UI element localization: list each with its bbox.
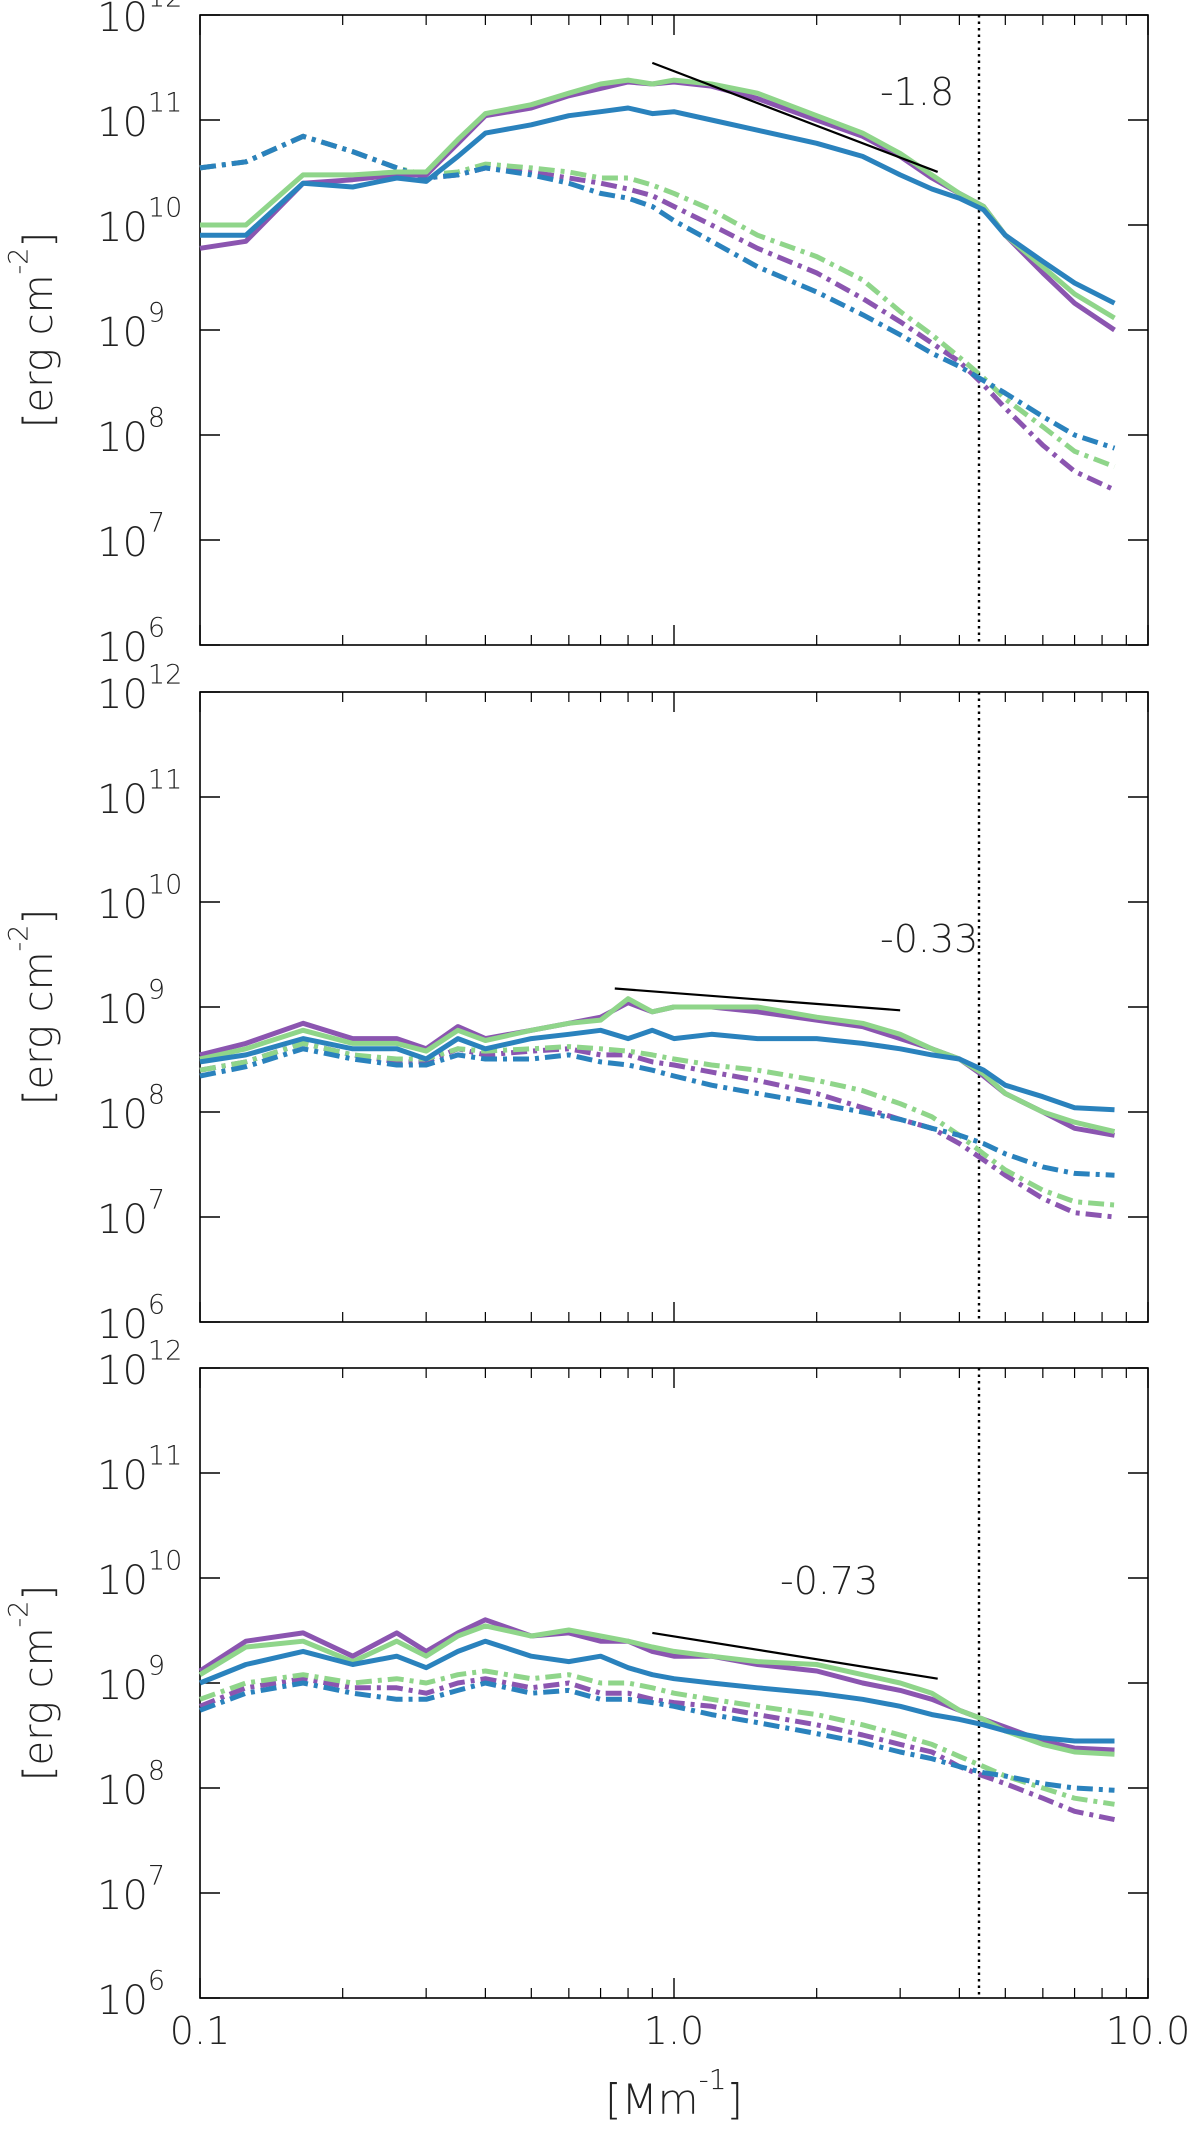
y-tick-label: 1011 (97, 765, 182, 823)
panel-middle: 1012 1011 1010 109 108 107 106 -0.33 [erg cm-2] (4, 660, 1149, 1348)
fit-line (652, 1631, 938, 1680)
y-tick-label: 1011 (97, 88, 182, 146)
y-tick-label: 1012 (97, 660, 182, 718)
y-tick-label: 1012 (97, 0, 182, 41)
y-tick-label: 109 (97, 298, 165, 356)
y-tick-label: 1012 (97, 1336, 182, 1394)
x-tick-label: 0.1 (170, 2009, 230, 2053)
series-line-blue-solid (199, 1638, 1115, 1744)
y-tick-label: 1010 (97, 870, 182, 928)
series-line-blue-dashdot (199, 1680, 1115, 1793)
x-tick-label: 10.0 (1106, 2009, 1191, 2053)
series-line-blue-dashdot (199, 133, 1116, 451)
y-tick-label: 106 (97, 613, 165, 671)
x-axis-title: [Mm-1] (605, 2063, 743, 2124)
series-line-green-dashdot (199, 1668, 1115, 1807)
y-tick-label: 109 (97, 975, 165, 1033)
y-axis-title: [erg cm-2] (4, 232, 62, 428)
slope-label: -0.33 (880, 917, 978, 961)
slope-label: -1.8 (880, 70, 954, 114)
y-tick-label: 107 (97, 1185, 165, 1243)
series-line-green-solid (199, 996, 1116, 1135)
x-axis-labels: 0.1 1.0 10.0 [Mm-1] (170, 2009, 1191, 2124)
fit-line (651, 61, 939, 173)
y-tick-label: 109 (97, 1651, 165, 1709)
y-tick-label: 108 (97, 1756, 165, 1814)
y-tick-label: 1011 (97, 1441, 182, 1499)
y-tick-label: 108 (97, 1080, 165, 1138)
series-line-green-dashdot (199, 1040, 1115, 1208)
y-axis-title: [erg cm-2] (4, 1585, 62, 1781)
slope-label: -0.73 (780, 1559, 878, 1603)
series-line-purple-dashdot (199, 1040, 1115, 1220)
series-line-purple-dashdot (199, 1676, 1116, 1823)
series-line-green-solid (200, 77, 1116, 321)
x-tick-label: 1.0 (644, 2009, 704, 2053)
series-line-blue-solid (199, 1027, 1115, 1113)
fit-line (614, 987, 901, 1012)
series-line-blue-dashdot (199, 1046, 1115, 1178)
series-line-green-solid (198, 1623, 1115, 1757)
y-tick-label: 1010 (97, 193, 182, 251)
y-tick-label: 108 (97, 403, 165, 461)
y-tick-label: 1010 (97, 1546, 182, 1604)
y-tick-label: 107 (97, 1861, 165, 1919)
panel-bottom: 1012 1011 1010 109 108 107 106 -0.73 [erg cm-2] (4, 1336, 1149, 2024)
panel-top: 1012 1011 1010 109 108 107 106 -1.8 [erg cm-2] (4, 0, 1149, 671)
y-tick-label: 106 (97, 1966, 165, 2024)
y-tick-label: 106 (97, 1290, 165, 1348)
y-axis-title: [erg cm-2] (4, 909, 62, 1105)
plot-frame (199, 1367, 1149, 1999)
y-tick-label: 107 (97, 508, 165, 566)
series-line-blue-solid (200, 105, 1116, 306)
